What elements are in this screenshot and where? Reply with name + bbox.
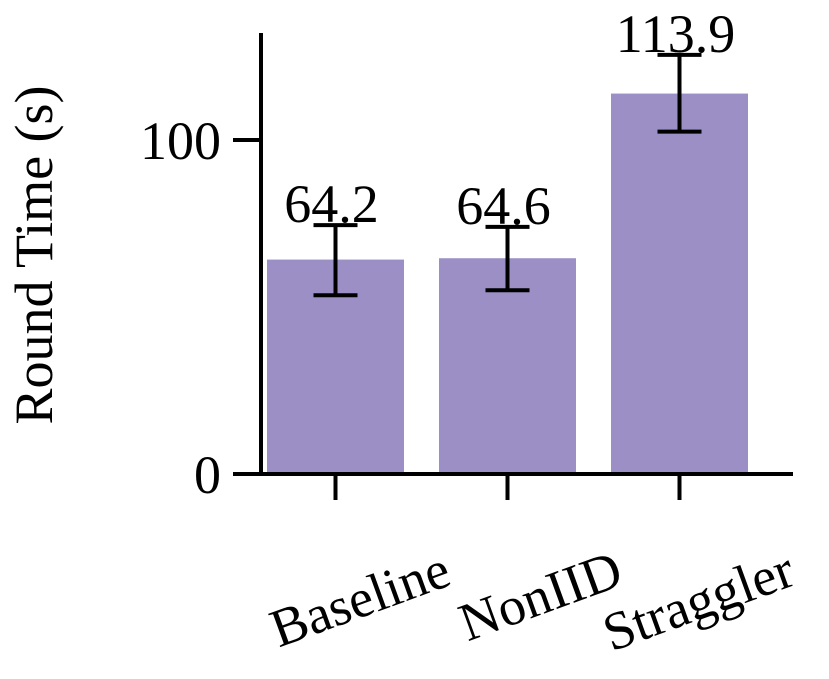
error-bars-group [313, 52, 702, 298]
bar-noniid [439, 258, 576, 474]
y-tick-label: 0 [194, 445, 221, 505]
data-label: 113.9 [616, 4, 736, 64]
y-axis-title: Round Time (s) [4, 85, 64, 424]
data-label: 64.6 [456, 176, 551, 236]
x-category-label: Baseline [262, 539, 457, 659]
data-label: 64.2 [284, 174, 379, 234]
bar-straggler [611, 93, 748, 474]
x-category-label: NonIID [451, 539, 629, 653]
data-labels-group: 64.2 64.6 113.9 [284, 4, 735, 236]
axes-group [233, 33, 793, 476]
y-ticks-group: 0 100 [140, 111, 261, 505]
y-tick-label: 100 [140, 111, 221, 171]
x-category-label: Straggler [595, 539, 802, 663]
